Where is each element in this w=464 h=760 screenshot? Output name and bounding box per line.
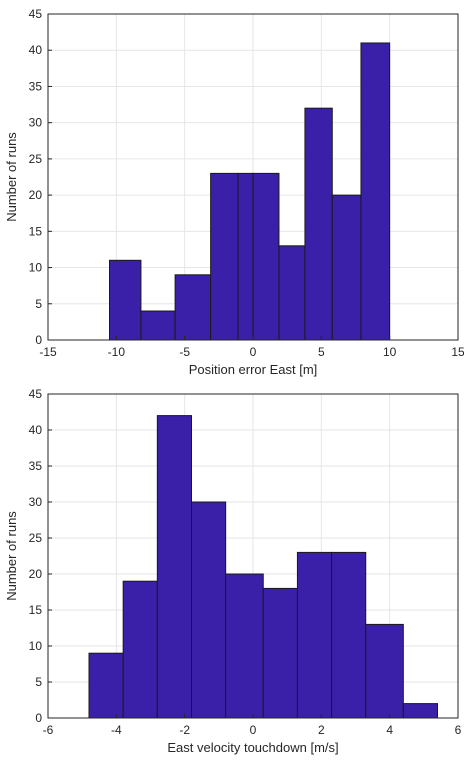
- y-tick-label: 25: [29, 531, 43, 545]
- histogram-bar: [88, 652, 124, 719]
- histogram-bar: [252, 172, 280, 341]
- x-tick-label: 10: [383, 345, 397, 359]
- histogram-bar: [156, 415, 192, 719]
- x-tick-label: 4: [386, 723, 393, 737]
- x-tick-label: 5: [318, 345, 325, 359]
- y-tick-label: 5: [35, 675, 42, 689]
- x-tick-label: 2: [318, 723, 325, 737]
- histogram-bar: [296, 551, 333, 719]
- bars: [88, 415, 439, 719]
- y-tick-label: 10: [29, 639, 43, 653]
- y-tick-label: 0: [35, 711, 42, 725]
- x-tick-label: -4: [111, 723, 122, 737]
- histogram-bar: [174, 274, 212, 341]
- histogram-bar: [331, 551, 367, 719]
- histogram-bar: [191, 501, 227, 719]
- y-tick-labels: 0 5 10 15 20 25 30 35 40 45: [29, 7, 52, 347]
- y-tick-label: 20: [29, 567, 43, 581]
- x-axis-label: Position error East [m]: [189, 362, 318, 377]
- y-tick-label: 45: [29, 387, 43, 401]
- histogram-bar: [122, 580, 158, 719]
- y-tick-label: 15: [29, 603, 43, 617]
- y-tick-label: 40: [29, 43, 43, 57]
- x-tick-labels: -6 -4 -2 0 2 4 6: [43, 714, 462, 737]
- histogram-bar: [304, 107, 333, 341]
- histogram-bar: [237, 172, 254, 341]
- x-tick-label: -15: [39, 345, 57, 359]
- y-tick-label: 0: [35, 333, 42, 347]
- x-tick-label: 15: [451, 345, 464, 359]
- y-tick-label: 35: [29, 459, 43, 473]
- x-tick-label: 0: [250, 723, 257, 737]
- y-tick-label: 20: [29, 188, 43, 202]
- y-tick-labels: 0 5 10 15 20 25 30 35 40 45: [29, 387, 52, 725]
- histogram-bar: [331, 194, 362, 341]
- y-axis-label: Number of runs: [4, 132, 19, 222]
- x-tick-label: 0: [250, 345, 257, 359]
- x-tick-label: -2: [179, 723, 190, 737]
- histogram-bar: [210, 172, 239, 341]
- y-tick-label: 40: [29, 423, 43, 437]
- histogram-bar: [225, 573, 264, 719]
- histogram-east-velocity: -6 -4 -2 0 2 4 6 0 5 10 15 20 25 30 35 40 45 East veloc…: [4, 387, 462, 755]
- x-axis-label: East velocity touchdown [m/s]: [167, 740, 338, 755]
- histogram-position-error: -15 -10 -5 0 5 10 15 0 5 10 15 20 25 30 35 40 45 Positi…: [4, 7, 464, 377]
- histogram-bar: [262, 587, 298, 719]
- histogram-bar: [365, 623, 404, 719]
- x-tick-label: -6: [43, 723, 54, 737]
- y-tick-label: 30: [29, 116, 43, 130]
- bars: [109, 42, 391, 341]
- y-tick-label: 25: [29, 152, 43, 166]
- y-tick-label: 5: [35, 297, 42, 311]
- y-tick-label: 35: [29, 79, 43, 93]
- y-tick-label: 30: [29, 495, 43, 509]
- histogram-bar: [360, 42, 391, 341]
- histogram-bar: [109, 259, 142, 341]
- y-tick-label: 45: [29, 7, 43, 21]
- histogram-bar: [402, 703, 439, 719]
- x-tick-labels: -15 -10 -5 0 5 10 15: [39, 336, 464, 359]
- x-tick-label: -10: [108, 345, 126, 359]
- histogram-bar: [278, 245, 306, 341]
- y-tick-label: 15: [29, 224, 43, 238]
- x-tick-label: -5: [179, 345, 190, 359]
- y-tick-label: 10: [29, 261, 43, 275]
- x-tick-label: 6: [455, 723, 462, 737]
- histogram-bar: [140, 310, 176, 341]
- y-axis-label: Number of runs: [4, 511, 19, 601]
